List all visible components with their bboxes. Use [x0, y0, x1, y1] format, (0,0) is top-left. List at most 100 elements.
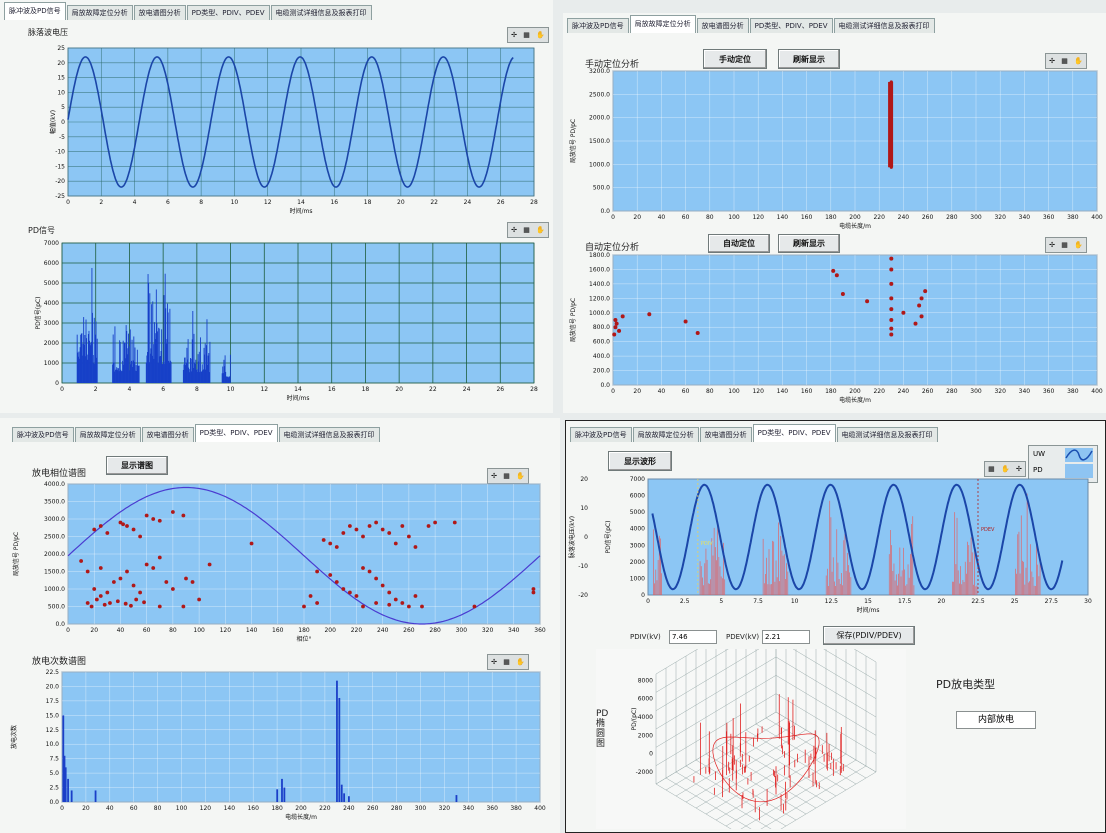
refresh-button[interactable]: 刷新显示 — [778, 49, 840, 69]
x-axis-label: 时间/ms — [287, 394, 310, 402]
graph-tools[interactable]: ▦ ✋ ✢ — [984, 461, 1026, 477]
hand-icon[interactable]: ✋ — [516, 472, 525, 480]
y-tick-label: -20 — [55, 178, 65, 185]
data-point — [683, 319, 688, 324]
pdev-label: PDEV(kV) — [726, 633, 760, 641]
pdev-field[interactable]: 2.21 — [762, 630, 810, 644]
x-tick-label: 180 — [825, 214, 837, 221]
hand-icon[interactable]: ✋ — [536, 31, 545, 39]
hand-icon[interactable]: ✋ — [1074, 241, 1083, 249]
x-tick-label: 30 — [1084, 598, 1092, 605]
auto-locate-button[interactable]: 自动定位 — [708, 234, 770, 253]
x-tick-label: 160 — [247, 805, 259, 812]
tab-fault-location[interactable]: 局放故障定位分析 — [632, 427, 699, 442]
x-tick-label: 180 — [825, 388, 837, 395]
y-tick-label: 0.0 — [600, 208, 610, 215]
tab-report[interactable]: 电缆测试详细信息及报表打印 — [278, 427, 380, 442]
hand-icon[interactable]: ✋ — [1074, 57, 1083, 65]
tab-pd-type[interactable]: PD类型、PDIV、PDEV — [186, 5, 270, 20]
cursor-icon[interactable]: ✢ — [1015, 465, 1022, 473]
data-point — [131, 583, 136, 588]
graph-tools-2[interactable]: ✢ ▦ ✋ — [487, 654, 529, 670]
show-waveform-button[interactable]: 显示波形 — [608, 451, 672, 471]
x-tick-label: 0 — [646, 598, 650, 605]
tab-spectrum[interactable]: 放电谱图分析 — [133, 5, 186, 20]
cursor-icon[interactable]: ✢ — [1049, 57, 1055, 65]
x-tick-label: 6 — [166, 199, 170, 206]
graph-tools[interactable]: ✢ ▦ ✋ — [507, 27, 549, 43]
tab-waveform[interactable]: 脉冲波及PD信号 — [4, 2, 66, 20]
zoom-icon[interactable]: ▦ — [523, 226, 530, 234]
data-point — [79, 559, 84, 563]
tab-report[interactable]: 电缆测试详细信息及报表打印 — [833, 18, 935, 33]
z-tick-label: 6000 — [638, 696, 653, 703]
hand-icon[interactable]: ✋ — [536, 226, 545, 234]
zoom-icon[interactable]: ▦ — [1061, 241, 1068, 249]
hand-icon[interactable]: ✋ — [516, 658, 525, 666]
y-tick-label: -25 — [55, 193, 65, 200]
cursor-icon[interactable]: ✢ — [491, 658, 497, 666]
cursor-icon[interactable]: ✢ — [1049, 241, 1055, 249]
data-point — [354, 527, 359, 532]
tab-fault-location[interactable]: 局放故障定位分析 — [74, 427, 141, 442]
data-point — [400, 601, 405, 605]
tab-report[interactable]: 电缆测试详细信息及报表打印 — [270, 5, 372, 20]
x-tick-label: 24 — [463, 386, 471, 393]
manual-locate-button[interactable]: 手动定位 — [703, 49, 767, 69]
zoom-icon[interactable]: ▦ — [503, 658, 510, 666]
cursor-icon[interactable]: ✢ — [491, 472, 497, 480]
hand-icon[interactable]: ✋ — [1001, 465, 1010, 473]
tab-spectrum[interactable]: 放电谱图分析 — [696, 18, 749, 33]
tab-pd-type[interactable]: PD类型、PDIV、PDEV — [752, 424, 836, 442]
tab-waveform[interactable]: 脉冲波及PD信号 — [570, 427, 632, 442]
y-tick-label: 600.0 — [593, 339, 610, 346]
save-pdiv-pdev-button[interactable]: 保存(PDIV/PDEV) — [823, 626, 915, 645]
tab-spectrum[interactable]: 放电谱图分析 — [141, 427, 194, 442]
graph-tools[interactable]: ✢ ▦ ✋ — [1045, 53, 1087, 69]
tab-fault-location[interactable]: 局放故障定位分析 — [629, 15, 696, 33]
auto-refresh-button[interactable]: 刷新显示 — [778, 234, 840, 253]
x-tick-label: 180 — [271, 805, 283, 812]
tab-waveform[interactable]: 脉冲波及PD信号 — [12, 427, 74, 442]
data-point — [181, 604, 186, 609]
data-point — [85, 569, 90, 574]
zoom-icon[interactable]: ▦ — [988, 465, 995, 473]
tab-pd-type[interactable]: PD类型、PDIV、PDEV — [749, 18, 833, 33]
x-tick-label: 100 — [728, 388, 740, 395]
cursor-icon[interactable]: ✢ — [511, 226, 517, 234]
tab-pd-type[interactable]: PD类型、PDIV、PDEV — [194, 424, 278, 442]
grid-line — [655, 693, 877, 766]
y-tick-label: 0 — [61, 119, 65, 126]
x-tick-label: 320 — [994, 388, 1006, 395]
zoom-icon[interactable]: ▦ — [1061, 57, 1068, 65]
data-point — [913, 321, 918, 326]
count-bar — [67, 778, 69, 802]
zoom-icon[interactable]: ▦ — [503, 472, 510, 480]
data-point — [170, 510, 175, 514]
x-tick-label: 25 — [1011, 598, 1019, 605]
tab-report[interactable]: 电缆测试详细信息及报表打印 — [836, 427, 938, 442]
pdiv-field[interactable]: 7.46 — [669, 630, 717, 644]
x-tick-label: 2 — [99, 199, 103, 206]
grid-line — [655, 649, 877, 693]
x-tick-label: 100 — [728, 214, 740, 221]
cursor-icon[interactable]: ✢ — [511, 31, 517, 39]
legend-uw: UW — [1033, 450, 1046, 458]
manual-location-title: 手动定位分析 — [585, 60, 640, 70]
zoom-icon[interactable]: ▦ — [523, 31, 530, 39]
tab-fault-location[interactable]: 局放故障定位分析 — [66, 5, 133, 20]
grid-line — [740, 759, 857, 829]
data-point — [105, 531, 110, 535]
show-spectrum-button[interactable]: 显示谱图 — [106, 456, 168, 475]
y-tick-label: 22.5 — [46, 669, 60, 676]
graph-tools-2[interactable]: ✢ ▦ ✋ — [1045, 237, 1087, 253]
graph-tools-2[interactable]: ✢ ▦ ✋ — [507, 222, 549, 238]
tab-spectrum[interactable]: 放电谱图分析 — [699, 427, 752, 442]
x-tick-label: 20 — [633, 388, 641, 395]
count-bar — [70, 790, 73, 802]
tab-waveform[interactable]: 脉冲波及PD信号 — [567, 18, 629, 33]
data-point — [531, 587, 536, 591]
x-tick-label: 360 — [486, 805, 498, 812]
wave-line — [67, 56, 514, 188]
data-point — [341, 531, 346, 535]
